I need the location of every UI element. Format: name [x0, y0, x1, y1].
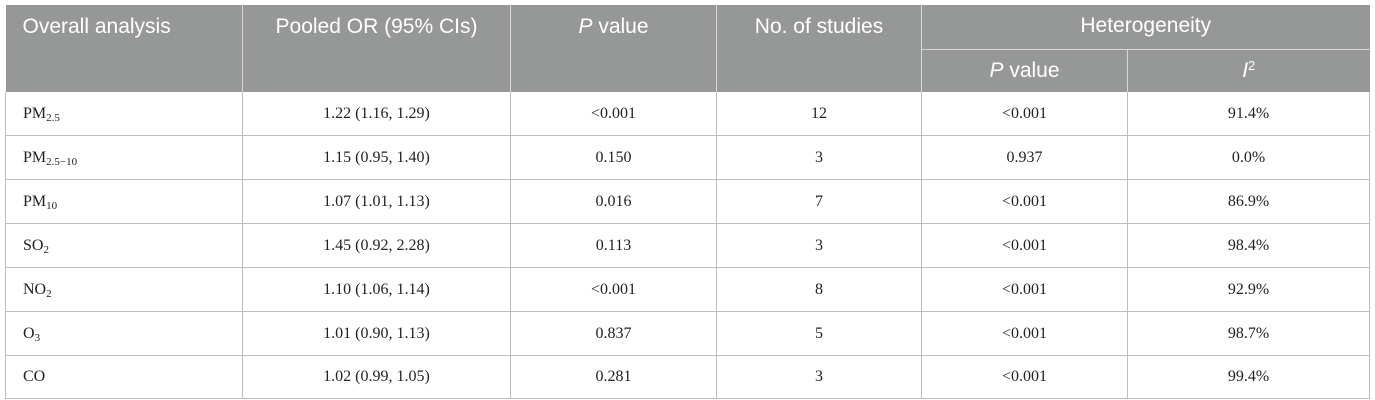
cell-no-of-studies: 7 — [716, 179, 922, 224]
cell-no-of-studies: 3 — [716, 135, 922, 180]
header-overall-analysis: Overall analysis — [5, 5, 243, 92]
pollutant-subscript: 2.5−10 — [46, 155, 78, 168]
cell-pollutant: O3 — [5, 311, 243, 356]
header-p-value-rest: value — [592, 15, 649, 38]
pollutant-name: PM — [23, 104, 47, 122]
header-i-squared: I2 — [1127, 49, 1370, 92]
cell-i-squared: 98.7% — [1127, 311, 1370, 356]
cell-pollutant: PM2.5−10 — [5, 135, 243, 180]
cell-no-of-studies: 3 — [716, 355, 922, 399]
pollutant-subscript: 3 — [34, 331, 41, 344]
pollutant-name: SO — [23, 236, 44, 254]
header-p-value: P value — [510, 5, 717, 92]
cell-heterogeneity-p-value: <0.001 — [921, 267, 1128, 312]
cell-p-value: 0.281 — [510, 355, 717, 399]
cell-no-of-studies: 5 — [716, 311, 922, 356]
pollutant-name: PM — [23, 148, 47, 166]
table-row: SO2 1.45 (0.92, 2.28) 0.113 3 <0.001 98.4% — [5, 223, 1370, 268]
header-i2-sup: 2 — [1248, 57, 1256, 73]
header-pooled-or: Pooled OR (95% CIs) — [242, 5, 511, 92]
header-het-p-rest: value — [1003, 58, 1060, 82]
cell-pooled-or: 1.10 (1.06, 1.14) — [242, 267, 511, 312]
cell-pollutant: NO2 — [5, 267, 243, 312]
table-body: PM2.5 1.22 (1.16, 1.29) <0.001 12 <0.001 91.4… — [5, 92, 1370, 399]
cell-pollutant: PM2.5 — [5, 92, 243, 136]
cell-pollutant: CO — [5, 355, 243, 399]
header-heterogeneity: Heterogeneity — [921, 5, 1370, 50]
cell-i-squared: 99.4% — [1127, 355, 1370, 399]
cell-pooled-or: 1.01 (0.90, 1.13) — [242, 311, 511, 356]
cell-i-squared: 86.9% — [1127, 179, 1370, 224]
cell-heterogeneity-p-value: 0.937 — [921, 135, 1128, 180]
cell-pooled-or: 1.07 (1.01, 1.13) — [242, 179, 511, 224]
table-header: Overall analysis Pooled OR (95% CIs) P v… — [5, 5, 1370, 92]
cell-no-of-studies: 12 — [716, 92, 922, 136]
cell-pollutant: PM10 — [5, 179, 243, 224]
pollutant-name: CO — [23, 368, 46, 385]
table-row: PM10 1.07 (1.01, 1.13) 0.016 7 <0.001 86.9% — [5, 179, 1370, 224]
cell-no-of-studies: 8 — [716, 267, 922, 312]
cell-p-value: 0.113 — [510, 223, 717, 268]
cell-pooled-or: 1.02 (0.99, 1.05) — [242, 355, 511, 399]
header-i2-base: I — [1242, 58, 1249, 82]
header-het-p-italic: P — [989, 58, 1004, 82]
pollutant-name: NO — [23, 280, 47, 298]
cell-heterogeneity-p-value: <0.001 — [921, 92, 1128, 136]
header-p-value-italic: P — [578, 15, 593, 38]
table-row: PM2.5 1.22 (1.16, 1.29) <0.001 12 <0.001 91.4… — [5, 92, 1370, 136]
pollutant-subscript: 2 — [43, 243, 49, 256]
cell-i-squared: 92.9% — [1127, 267, 1370, 312]
pollutant-subscript: 2 — [46, 287, 52, 300]
cell-heterogeneity-p-value: <0.001 — [921, 355, 1128, 399]
table-row: O3 1.01 (0.90, 1.13) 0.837 5 <0.001 98.7% — [5, 311, 1370, 356]
cell-pooled-or: 1.15 (0.95, 1.40) — [242, 135, 511, 180]
header-heterogeneity-p-value: P value — [921, 49, 1128, 92]
pollutant-name: PM — [23, 192, 47, 210]
pollutant-name: O — [23, 324, 35, 342]
pollutant-subscript: 10 — [46, 199, 58, 212]
cell-p-value: 0.016 — [510, 179, 717, 224]
meta-analysis-table: Overall analysis Pooled OR (95% CIs) P v… — [5, 5, 1370, 399]
cell-i-squared: 91.4% — [1127, 92, 1370, 136]
cell-pooled-or: 1.22 (1.16, 1.29) — [242, 92, 511, 136]
cell-pooled-or: 1.45 (0.92, 2.28) — [242, 223, 511, 268]
table-row: CO 1.02 (0.99, 1.05) 0.281 3 <0.001 99.4% — [5, 355, 1370, 399]
cell-p-value: <0.001 — [510, 92, 717, 136]
pollutant-subscript: 2.5 — [46, 111, 60, 124]
cell-i-squared: 98.4% — [1127, 223, 1370, 268]
cell-pollutant: SO2 — [5, 223, 243, 268]
cell-i-squared: 0.0% — [1127, 135, 1370, 180]
cell-p-value: 0.837 — [510, 311, 717, 356]
table-row: NO2 1.10 (1.06, 1.14) <0.001 8 <0.001 92.9% — [5, 267, 1370, 312]
cell-p-value: 0.150 — [510, 135, 717, 180]
cell-heterogeneity-p-value: <0.001 — [921, 311, 1128, 356]
header-no-of-studies: No. of studies — [716, 5, 922, 92]
table-row: PM2.5−10 1.15 (0.95, 1.40) 0.150 3 0.937 0.0% — [5, 135, 1370, 180]
cell-p-value: <0.001 — [510, 267, 717, 312]
cell-heterogeneity-p-value: <0.001 — [921, 179, 1128, 224]
cell-heterogeneity-p-value: <0.001 — [921, 223, 1128, 268]
results-table-container: Overall analysis Pooled OR (95% CIs) P v… — [5, 5, 1370, 399]
cell-no-of-studies: 3 — [716, 223, 922, 268]
